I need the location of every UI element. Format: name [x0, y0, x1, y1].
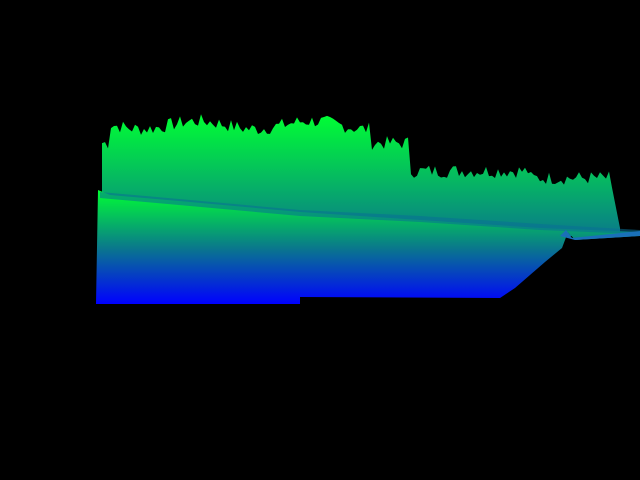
terrain-ledge	[100, 192, 640, 234]
terrain-front-body	[96, 190, 640, 304]
terrain-right-tail	[560, 230, 640, 240]
